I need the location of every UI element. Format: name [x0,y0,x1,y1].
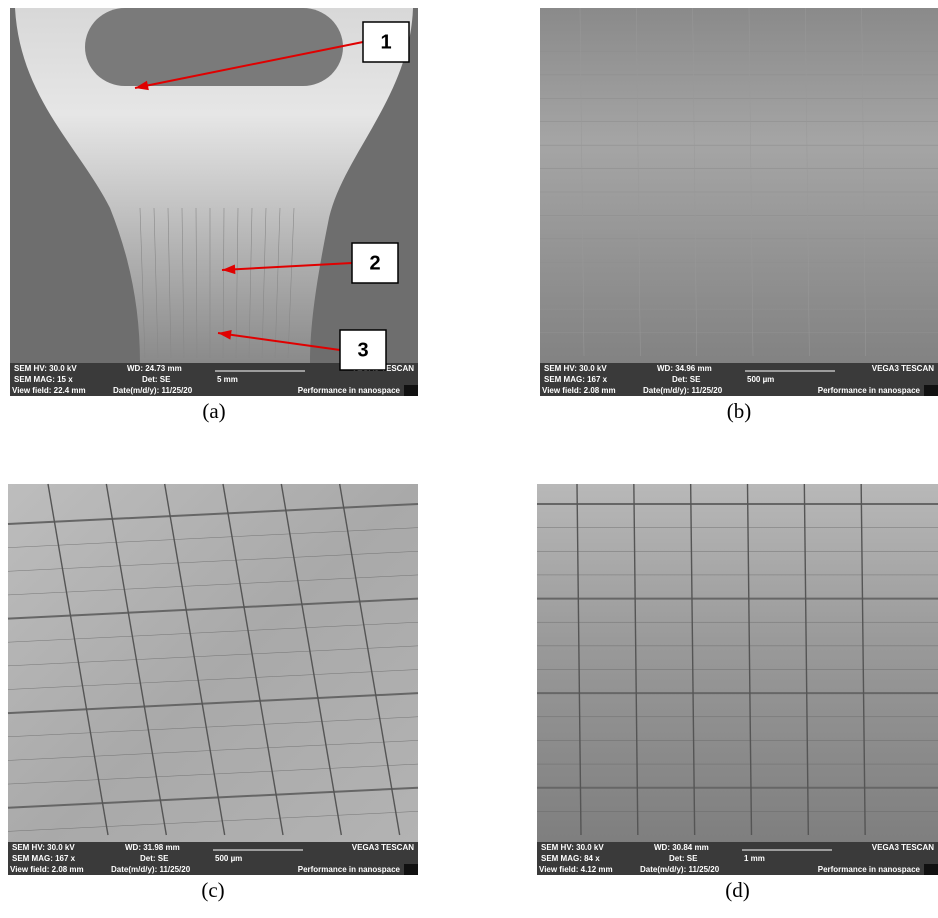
sem-panel: SEM HV: 30.0 kV WD: 31.98 mm VEGA3 TESCAN S… [8,484,418,902]
panel-caption: (c) [201,878,224,902]
info-wd: WD: 30.84 mm [654,843,709,852]
info-wd: WD: 31.98 mm [125,843,180,852]
info-scale: 5 mm [217,375,238,384]
sem-image [537,484,938,875]
sem-image [540,8,938,396]
info-tagline: Performance in nanospace [818,865,921,874]
logo [924,385,938,396]
callout-number: 3 [357,339,368,361]
panel-caption: (b) [727,399,752,423]
logo [924,864,938,875]
info-scale: 500 µm [215,854,242,863]
info-view: View field: 22.4 mm [12,386,86,395]
info-tagline: Performance in nanospace [298,386,401,395]
info-brand: VEGA3 TESCAN [352,843,414,852]
neck-dark [85,8,343,86]
info-wd: WD: 34.96 mm [657,364,712,373]
info-view: View field: 2.08 mm [542,386,616,395]
info-hv: SEM HV: 30.0 kV [12,843,75,852]
info-mag: SEM MAG: 15 x [14,375,73,384]
info-tagline: Performance in nanospace [298,865,401,874]
figure: SEM HV: 30.0 kVWD: 24.73 mmVEGA3 TESCANS… [0,0,938,918]
panel-caption: (a) [202,399,225,423]
info-hv: SEM HV: 30.0 kV [544,364,607,373]
info-date: Date(m/d/y): 11/25/20 [111,865,191,874]
panel-caption: (d) [725,878,750,902]
logo [404,385,418,396]
callout-number: 2 [369,252,380,274]
info-det: Det: SE [669,854,698,863]
info-brand: VEGA3 TESCAN [872,843,934,852]
info-tagline: Performance in nanospace [818,386,921,395]
info-view: View field: 4.12 mm [539,865,613,874]
info-brand: VEGA3 TESCAN [872,364,934,373]
info-hv: SEM HV: 30.0 kV [14,364,77,373]
info-date: Date(m/d/y): 11/25/20 [640,865,720,874]
logo [404,864,418,875]
info-date: Date(m/d/y): 11/25/20 [643,386,723,395]
info-view: View field: 2.08 mm [10,865,84,874]
info-date: Date(m/d/y): 11/25/20 [113,386,193,395]
info-mag: SEM MAG: 167 x [544,375,608,384]
info-det: Det: SE [140,854,169,863]
info-det: Det: SE [672,375,701,384]
info-wd: WD: 24.73 mm [127,364,182,373]
info-mag: SEM MAG: 84 x [541,854,600,863]
info-mag: SEM MAG: 167 x [12,854,76,863]
info-scale: 500 µm [747,375,774,384]
sem-panel: SEM HV: 30.0 kV WD: 30.84 mm VEGA3 TESCAN S… [537,484,938,902]
callout-number: 1 [380,31,391,53]
info-hv: SEM HV: 30.0 kV [541,843,604,852]
info-det: Det: SE [142,375,171,384]
sem-panel: SEM HV: 30.0 kV WD: 34.96 mm VEGA3 TESCAN S… [540,8,938,423]
info-scale: 1 mm [744,854,765,863]
